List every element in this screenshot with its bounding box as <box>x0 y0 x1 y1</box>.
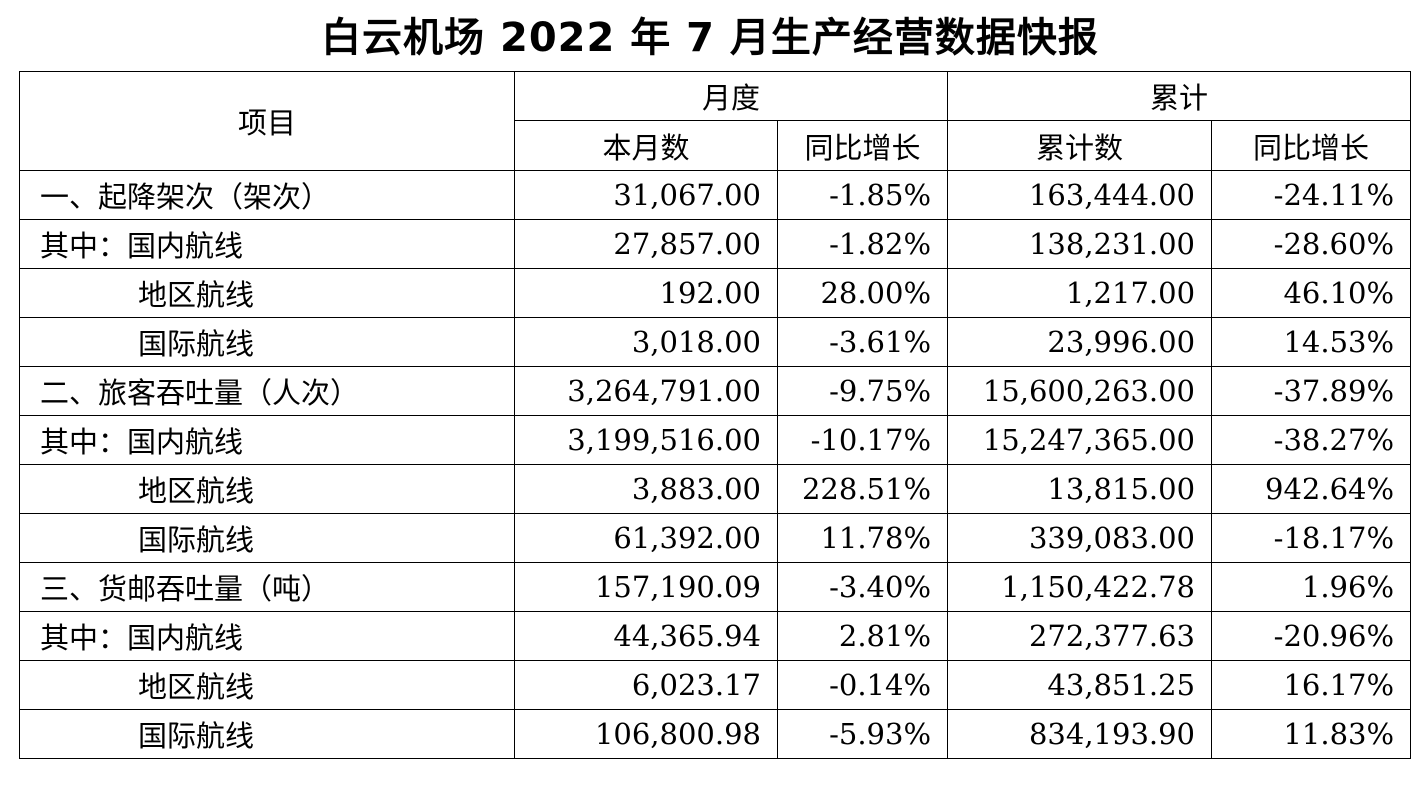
row-label: 其中：国内航线 <box>19 415 515 465</box>
header-month-yoy: 同比增长 <box>776 120 949 171</box>
month-value-cell: 27,857.00 <box>514 219 778 269</box>
header-cumulative-group: 累计 <box>947 71 1412 121</box>
row-label: 其中：国内航线 <box>19 611 515 661</box>
cumulative-yoy-cell: -38.27% <box>1211 415 1412 465</box>
header-month-value: 本月数 <box>514 120 778 171</box>
month-value-cell: 61,392.00 <box>514 513 778 563</box>
month-yoy-cell: 28.00% <box>776 268 949 318</box>
cumulative-yoy-cell: -24.11% <box>1211 170 1412 220</box>
row-label: 地区航线 <box>19 464 515 514</box>
table-row: 其中：国内航线 27,857.00 -1.82% 138,231.00 -28.60% <box>19 219 1412 269</box>
cumulative-yoy-cell: -28.60% <box>1211 219 1412 269</box>
table-row: 地区航线 192.00 28.00% 1,217.00 46.10% <box>19 268 1412 318</box>
month-yoy-cell: -1.82% <box>776 219 949 269</box>
cumulative-value-cell: 23,996.00 <box>947 317 1213 367</box>
month-yoy-cell: 11.78% <box>776 513 949 563</box>
header-item: 项目 <box>19 71 515 171</box>
month-yoy-cell: -0.14% <box>776 660 949 710</box>
cumulative-value-cell: 138,231.00 <box>947 219 1213 269</box>
row-label: 地区航线 <box>19 268 515 318</box>
table-row: 三、货邮吞吐量（吨） 157,190.09 -3.40% 1,150,422.78 1.… <box>19 562 1412 612</box>
month-value-cell: 3,199,516.00 <box>514 415 778 465</box>
month-yoy-cell: 228.51% <box>776 464 949 514</box>
row-label: 三、货邮吞吐量（吨） <box>19 562 515 612</box>
table-row: 国际航线 3,018.00 -3.61% 23,996.00 14.53% <box>19 317 1412 367</box>
table-row: 地区航线 3,883.00 228.51% 13,815.00 942.64% <box>19 464 1412 514</box>
cumulative-yoy-cell: 942.64% <box>1211 464 1412 514</box>
cumulative-yoy-cell: 11.83% <box>1211 709 1412 759</box>
cumulative-yoy-cell: 46.10% <box>1211 268 1412 318</box>
cumulative-yoy-cell: -20.96% <box>1211 611 1412 661</box>
cumulative-value-cell: 163,444.00 <box>947 170 1213 220</box>
header-month-group: 月度 <box>513 71 949 121</box>
table-row: 国际航线 106,800.98 -5.93% 834,193.90 11.83% <box>19 709 1412 759</box>
header-cumulative-yoy: 同比增长 <box>1211 120 1412 171</box>
cumulative-yoy-cell: -37.89% <box>1211 366 1412 416</box>
month-value-cell: 6,023.17 <box>514 660 778 710</box>
month-value-cell: 3,264,791.00 <box>514 366 778 416</box>
month-value-cell: 44,365.94 <box>514 611 778 661</box>
month-value-cell: 106,800.98 <box>514 709 778 759</box>
month-yoy-cell: -9.75% <box>776 366 949 416</box>
month-value-cell: 31,067.00 <box>514 170 778 220</box>
cumulative-value-cell: 43,851.25 <box>947 660 1213 710</box>
cumulative-yoy-cell: 1.96% <box>1211 562 1412 612</box>
row-label: 国际航线 <box>19 317 515 367</box>
cumulative-yoy-cell: 14.53% <box>1211 317 1412 367</box>
month-value-cell: 192.00 <box>514 268 778 318</box>
table-row: 其中：国内航线 3,199,516.00 -10.17% 15,247,365.00-… <box>19 415 1412 465</box>
cumulative-value-cell: 272,377.63 <box>947 611 1213 661</box>
table-row: 地区航线 6,023.17 -0.14% 43,851.25 16.17% <box>19 660 1412 710</box>
row-label: 二、旅客吞吐量（人次） <box>19 366 515 416</box>
cumulative-value-cell: 1,217.00 <box>947 268 1213 318</box>
month-yoy-cell: -3.61% <box>776 317 949 367</box>
month-value-cell: 157,190.09 <box>514 562 778 612</box>
cumulative-yoy-cell: -18.17% <box>1211 513 1412 563</box>
row-label: 地区航线 <box>19 660 515 710</box>
cumulative-value-cell: 1,150,422.78 <box>947 562 1213 612</box>
cumulative-value-cell: 15,600,263.00 <box>947 366 1213 416</box>
row-label: 其中：国内航线 <box>19 219 515 269</box>
row-label: 国际航线 <box>19 709 515 759</box>
month-yoy-cell: 2.81% <box>776 611 949 661</box>
cumulative-value-cell: 339,083.00 <box>947 513 1213 563</box>
month-value-cell: 3,018.00 <box>514 317 778 367</box>
month-yoy-cell: -1.85% <box>776 170 949 220</box>
cumulative-value-cell: 15,247,365.00 <box>947 415 1213 465</box>
table-row: 其中：国内航线 44,365.94 2.81% 272,377.63 -20.96% <box>19 611 1412 661</box>
report-title: 白云机场 2022 年 7 月生产经营数据快报 <box>321 15 1099 61</box>
table-row: 国际航线 61,392.00 11.78% 339,083.00 -18.17% <box>19 513 1412 563</box>
table-row: 一、起降架次（架次） 31,067.00 -1.85% 163,444.00 -24.1… <box>19 170 1412 220</box>
data-table: 项目 月度 累计 本月数 同比增长 累计数 同比增长 一、起降架次（架次） 31,… <box>19 71 1412 759</box>
table-body: 一、起降架次（架次） 31,067.00 -1.85% 163,444.00 -24.1… <box>19 170 1412 759</box>
month-value-cell: 3,883.00 <box>514 464 778 514</box>
month-yoy-cell: -10.17% <box>776 415 949 465</box>
cumulative-value-cell: 13,815.00 <box>947 464 1213 514</box>
header-cumulative-value: 累计数 <box>947 120 1213 171</box>
cumulative-yoy-cell: 16.17% <box>1211 660 1412 710</box>
table-row: 二、旅客吞吐量（人次） 3,264,791.00 -9.75% 15,600,263.… <box>19 366 1412 416</box>
row-label: 国际航线 <box>19 513 515 563</box>
month-yoy-cell: -5.93% <box>776 709 949 759</box>
cumulative-value-cell: 834,193.90 <box>947 709 1213 759</box>
month-yoy-cell: -3.40% <box>776 562 949 612</box>
row-label: 一、起降架次（架次） <box>19 170 515 220</box>
